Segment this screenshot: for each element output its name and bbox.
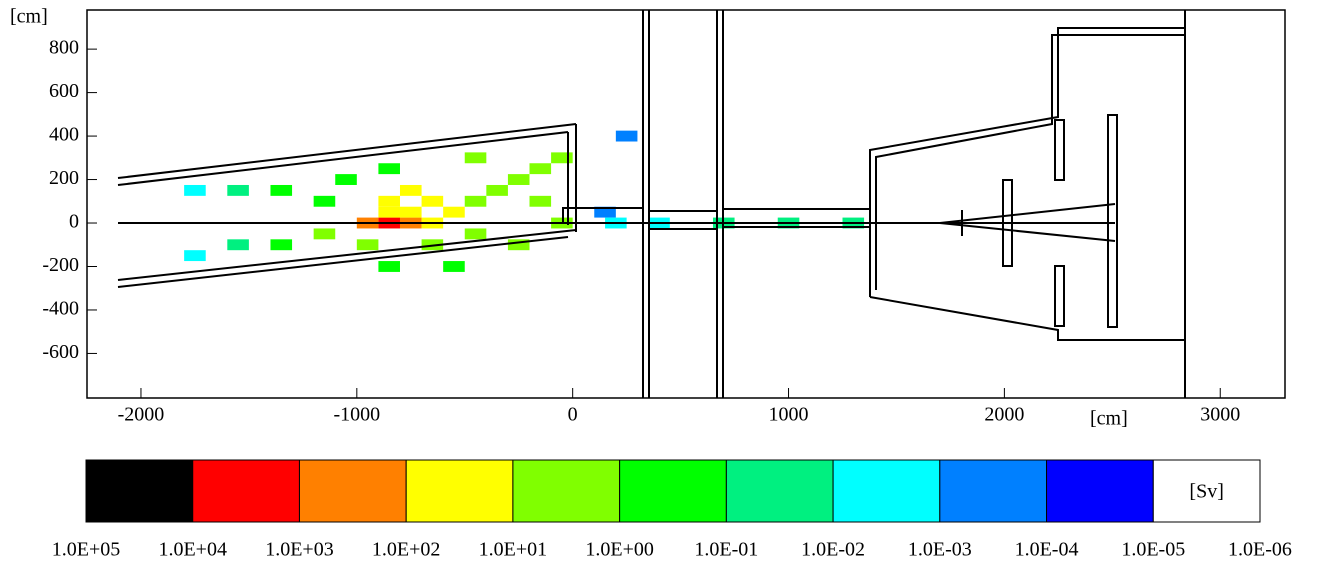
- colorbar-tick-label: 1.0E+03: [265, 539, 334, 561]
- dose-cell: [443, 261, 465, 272]
- colorbar-unit: [Sv]: [1189, 481, 1223, 503]
- dose-cell: [378, 261, 400, 272]
- plot-frame: [86, 9, 1286, 399]
- y-tick-label: 0: [69, 211, 79, 233]
- y-tick-label: -400: [42, 298, 79, 320]
- dose-cell: [399, 184, 422, 196]
- colorbar-box: [405, 459, 514, 523]
- dose-cell: [507, 239, 530, 251]
- dose-cell: [227, 239, 249, 251]
- x-tick-label: 3000: [1200, 404, 1240, 426]
- dose-cell: [464, 152, 487, 164]
- dose-cell: [184, 250, 206, 262]
- colorbar: [Sv] 1.0E+05 1.0E+04 1.0E+03 1.0E+02 1.0E+01 1…: [52, 459, 1292, 561]
- dose-map: [184, 130, 865, 272]
- colorbar-box: [725, 459, 834, 523]
- dose-cell: [313, 195, 336, 207]
- dose-cell: [551, 152, 573, 164]
- colorbar-box: [832, 459, 941, 523]
- colorbar-tick-label: 1.0E-06: [1228, 539, 1292, 561]
- colorbar-tick-label: 1.0E-05: [1121, 539, 1185, 561]
- dose-cell: [335, 174, 357, 185]
- dose-cell: [378, 206, 400, 218]
- colorbar-tick-label: 1.0E+04: [158, 539, 227, 561]
- y-tick-label: -200: [42, 254, 79, 276]
- dose-cell: [378, 163, 400, 175]
- colorbar-box: [619, 459, 727, 523]
- dose-cell: [313, 228, 336, 240]
- dose-cell: [464, 195, 487, 207]
- dose-cell: [421, 195, 444, 207]
- dose-cell: [486, 184, 508, 196]
- dose-cell: [529, 163, 552, 175]
- dose-cell: [270, 184, 293, 196]
- colorbar-tick-label: 1.0E+00: [585, 539, 654, 561]
- dose-cell: [464, 228, 487, 240]
- colorbar-box: [298, 459, 407, 523]
- colorbar-tick-label: 1.0E+02: [372, 539, 441, 561]
- dose-cell: [356, 239, 379, 251]
- colorbar-tick-label: 1.0E+01: [479, 539, 548, 561]
- dose-cell: [227, 184, 249, 196]
- y-tick-label: 800: [49, 37, 79, 59]
- geometry: [117, 10, 1186, 398]
- colorbar-box: [192, 459, 300, 523]
- dose-cell: [594, 206, 616, 218]
- colorbar-tick-label: 1.0E-02: [801, 539, 865, 561]
- dose-cell: [399, 206, 422, 218]
- colorbar-box: [85, 459, 194, 523]
- x-tick-label: -1000: [333, 404, 380, 426]
- dose-cell: [529, 195, 552, 207]
- dose-cell: [184, 184, 206, 196]
- y-axis-label: [cm]: [10, 6, 48, 28]
- dose-cell: [378, 195, 400, 207]
- x-tick-label: 0: [568, 404, 578, 426]
- y-tick-label: 400: [49, 124, 79, 146]
- colorbar-tick-label: 1.0E-04: [1015, 539, 1079, 561]
- y-tick-label: 200: [49, 167, 79, 189]
- colorbar-tick-label: 1.0E-01: [694, 539, 758, 561]
- colorbar-tick-label: 1.0E+05: [52, 539, 121, 561]
- colorbar-box: [1046, 459, 1154, 523]
- dose-cell: [270, 239, 293, 251]
- y-tick-label: -600: [42, 341, 79, 363]
- x-tick-label: -2000: [118, 404, 165, 426]
- colorbar-box: [1152, 459, 1261, 523]
- colorbar-box: [512, 459, 621, 523]
- x-tick-label: 2000: [984, 404, 1024, 426]
- y-tick-label: 600: [49, 80, 79, 102]
- dose-cell: [507, 174, 530, 185]
- x-axis-label: [cm]: [1090, 408, 1128, 430]
- dose-cell: [615, 130, 638, 142]
- dose-cell: [443, 206, 465, 218]
- colorbar-tick-label: 1.0E-03: [908, 539, 972, 561]
- colorbar-box: [939, 459, 1048, 523]
- x-tick-label: 1000: [769, 404, 809, 426]
